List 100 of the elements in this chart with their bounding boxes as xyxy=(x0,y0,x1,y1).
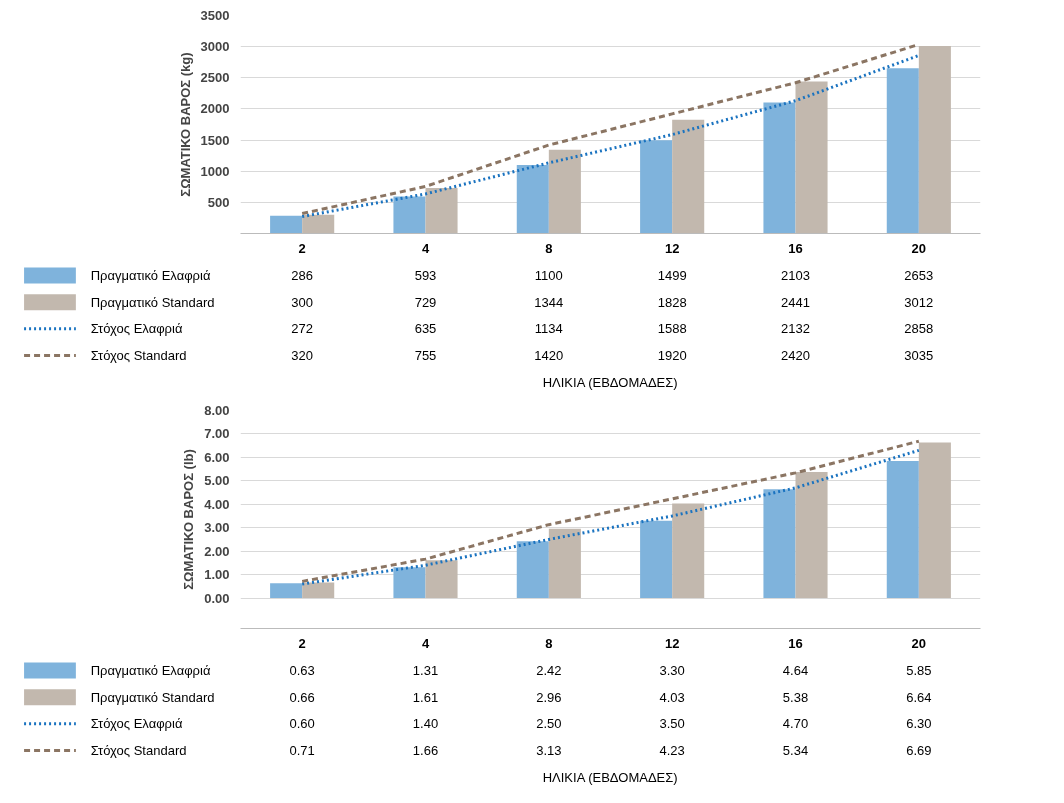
data-label: 3.30 xyxy=(659,663,685,678)
data-label: 2653 xyxy=(904,268,934,283)
x-tick-label: 8 xyxy=(545,241,553,257)
bar xyxy=(393,196,426,234)
data-label: 1.61 xyxy=(412,689,439,705)
x-tick-label: 16 xyxy=(788,636,803,652)
data-label: 4.23 xyxy=(659,743,685,758)
x-tick-label: 12 xyxy=(664,636,680,652)
bar xyxy=(548,149,581,234)
data-label: 6.30 xyxy=(906,716,932,732)
x-tick-label: 20 xyxy=(911,636,927,652)
y-tick-label: 3.00 xyxy=(204,520,230,536)
data-label: 1420 xyxy=(534,348,564,363)
y-tick-label: 3000 xyxy=(200,39,230,55)
y-tick-label: 2000 xyxy=(200,101,230,117)
data-label: 286 xyxy=(291,268,314,283)
bar xyxy=(886,460,919,599)
data-label: 272 xyxy=(291,321,314,337)
data-label: 4.03 xyxy=(659,689,685,705)
y-tick-label: 2.00 xyxy=(204,543,230,559)
y-tick-label: 7.00 xyxy=(204,426,230,442)
data-label: 593 xyxy=(414,268,437,283)
data-label: 2420 xyxy=(781,348,810,363)
bar xyxy=(640,140,673,234)
y-axis-title: ΣΩΜΑΤΙΚΟ ΒΑΡΟΣ (kg) xyxy=(177,52,193,197)
data-label: 1828 xyxy=(657,294,687,310)
y-tick-label: 2500 xyxy=(200,70,230,86)
legend-label: Πραγματικό Standard xyxy=(90,294,215,310)
bar xyxy=(516,541,549,599)
x-tick-label: 4 xyxy=(421,241,430,257)
data-label: 2.50 xyxy=(536,716,562,732)
data-label: 2103 xyxy=(781,268,810,283)
data-label: 2.42 xyxy=(536,663,562,678)
bar xyxy=(393,567,426,599)
x-tick-label: 8 xyxy=(545,636,553,652)
data-label: 4.64 xyxy=(782,663,809,678)
x-tick-label: 2 xyxy=(298,636,306,652)
legend-label: Στόχος Standard xyxy=(90,743,187,758)
data-label: 1.40 xyxy=(412,716,439,732)
bar xyxy=(270,215,303,234)
data-label: 1499 xyxy=(657,268,687,283)
bar xyxy=(270,583,303,599)
legend-label: Στόχος Standard xyxy=(90,348,187,363)
y-tick-label: 8.00 xyxy=(204,403,230,418)
y-tick-label: 500 xyxy=(207,194,230,210)
data-label: 0.66 xyxy=(289,689,315,705)
bar xyxy=(425,188,458,234)
data-label: 3.50 xyxy=(659,716,685,732)
y-tick-label: 5.00 xyxy=(204,473,230,489)
legend-label: Πραγματικό Ελαφριά xyxy=(90,268,211,283)
data-label: 2.96 xyxy=(536,689,562,705)
y-tick-label: 0.00 xyxy=(204,590,230,606)
data-label: 1344 xyxy=(534,294,564,310)
data-label: 2858 xyxy=(904,321,934,337)
legend-label: Πραγματικό Standard xyxy=(90,689,215,705)
data-label: 6.64 xyxy=(906,689,932,705)
bar xyxy=(918,442,951,599)
bar xyxy=(548,528,581,599)
data-label: 5.85 xyxy=(906,663,932,678)
x-axis-title: ΗΛΙΚΙΑ (ΕΒΔΟΜΑΔΕΣ) xyxy=(542,374,678,390)
y-tick-label: 1500 xyxy=(200,132,230,148)
data-label: 729 xyxy=(414,294,437,310)
data-label: 3012 xyxy=(904,294,934,310)
bar xyxy=(763,489,796,599)
bar xyxy=(640,520,673,599)
data-label: 1134 xyxy=(534,321,563,337)
data-label: 0.63 xyxy=(289,663,315,678)
legend-label: Στόχος Ελαφριά xyxy=(90,716,183,732)
bar xyxy=(302,214,335,234)
data-label: 1920 xyxy=(657,348,687,363)
data-label: 635 xyxy=(414,321,437,337)
bar xyxy=(302,582,335,599)
data-label: 755 xyxy=(414,348,437,363)
data-label: 1588 xyxy=(657,321,687,337)
bar xyxy=(886,68,919,234)
bar xyxy=(795,81,828,234)
x-axis-title: ΗΛΙΚΙΑ (ΕΒΔΟΜΑΔΕΣ) xyxy=(542,769,678,785)
bar xyxy=(425,560,458,599)
x-tick-label: 4 xyxy=(421,636,430,652)
x-tick-label: 12 xyxy=(664,241,680,257)
data-label: 2132 xyxy=(781,321,810,337)
data-label: 5.34 xyxy=(782,743,809,758)
x-tick-label: 20 xyxy=(911,241,927,257)
bar xyxy=(918,45,951,234)
y-tick-label: 1000 xyxy=(200,163,230,179)
data-label: 300 xyxy=(291,294,314,310)
y-tick-label: 3500 xyxy=(200,8,230,23)
data-label: 4.70 xyxy=(782,716,809,732)
bar xyxy=(763,102,796,234)
data-label: 6.69 xyxy=(906,743,932,758)
data-label: 3.13 xyxy=(536,743,562,758)
data-label: 1.66 xyxy=(412,743,439,758)
data-label: 1100 xyxy=(534,268,563,283)
x-tick-label: 16 xyxy=(788,241,803,257)
bar xyxy=(795,471,828,599)
data-label: 0.71 xyxy=(289,743,315,758)
data-label: 0.60 xyxy=(289,716,315,732)
y-tick-label: 4.00 xyxy=(204,496,230,512)
x-tick-label: 2 xyxy=(298,241,306,257)
data-label: 320 xyxy=(291,348,314,363)
